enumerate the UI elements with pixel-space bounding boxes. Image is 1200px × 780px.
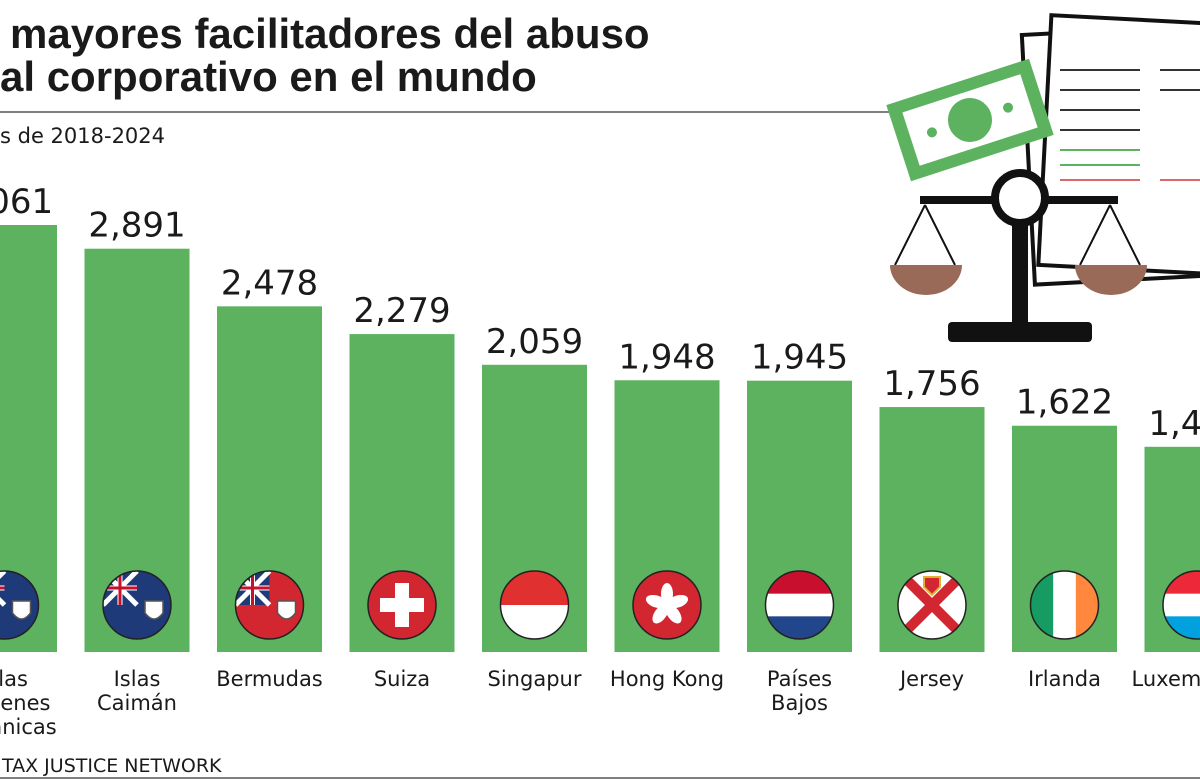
x-tick-label: Jersey <box>898 667 964 691</box>
flag-ring <box>764 570 835 640</box>
flag-stripe <box>765 616 834 639</box>
x-tick-label: Suiza <box>374 667 430 691</box>
chart-title: al corporativo en el mundo <box>0 53 537 100</box>
flag-ring <box>1162 570 1200 640</box>
flag-ring <box>367 570 437 640</box>
value-label: 1,948 <box>618 337 715 377</box>
x-tick-label: Singapur <box>488 667 582 691</box>
source: TAX JUSTICE NETWORK <box>1 755 222 777</box>
flag-ring <box>1029 570 1100 640</box>
flag-crest <box>923 576 941 597</box>
value-label: 1,471 <box>1148 404 1200 444</box>
flag-stripe <box>1163 593 1200 618</box>
flag-stripe <box>765 571 834 595</box>
flag <box>1030 571 1099 639</box>
x-tick-label: Vírgenes <box>0 691 50 715</box>
flag-ring <box>0 570 40 640</box>
flag-crest <box>144 600 164 620</box>
flag-cross <box>380 598 424 612</box>
x-tick-label: Islas <box>0 667 28 691</box>
value-label: 1,756 <box>883 364 980 404</box>
flag-crest <box>276 600 297 620</box>
flag-ring <box>234 570 305 640</box>
x-tick-label: Irlanda <box>1028 667 1101 691</box>
flag-crest <box>11 600 32 620</box>
flag <box>765 571 834 639</box>
flag-union <box>103 571 137 605</box>
flag-petal <box>666 594 689 609</box>
value-label: 3,061 <box>0 182 53 222</box>
flag-union <box>235 571 270 605</box>
x-tick-label: Británicas <box>0 715 57 739</box>
value-label: 2,279 <box>353 291 450 331</box>
flag-petal <box>665 604 682 624</box>
subtitle: s de 2018-2024 <box>0 124 165 148</box>
flag <box>368 571 436 639</box>
x-tick-label: Hong Kong <box>610 667 724 691</box>
illustration <box>886 13 1200 342</box>
value-label: 1,945 <box>751 338 848 378</box>
flag-stripe <box>1030 571 1055 639</box>
value-label: 2,891 <box>88 206 185 246</box>
chart-title: mayores facilitadores del abuso <box>10 10 650 57</box>
x-tick-label: Países <box>767 667 832 691</box>
flag <box>235 571 304 639</box>
flag-ring <box>897 570 967 640</box>
x-tick-label: Bajos <box>771 691 828 715</box>
value-label: 2,059 <box>486 322 583 362</box>
flag-petal <box>645 594 668 609</box>
flag-stripe <box>765 593 834 618</box>
value-label: 1,622 <box>1016 383 1113 423</box>
x-tick-label: Bermudas <box>216 667 323 691</box>
value-label: 2,478 <box>221 263 318 303</box>
flag-stripe <box>1053 571 1077 639</box>
flag-ring <box>499 570 570 640</box>
flag <box>898 571 966 639</box>
flag-stripe <box>1075 571 1099 639</box>
x-tick-label: Caimán <box>97 691 177 715</box>
flag-petal <box>652 604 669 624</box>
flag-saltire <box>898 571 966 639</box>
flag-ring <box>632 570 702 640</box>
flag <box>103 571 171 639</box>
flag-ring <box>102 570 172 640</box>
x-tick-label: Luxemburgo <box>1132 667 1200 691</box>
x-tick-label: Islas <box>114 667 161 691</box>
flag <box>633 571 701 639</box>
